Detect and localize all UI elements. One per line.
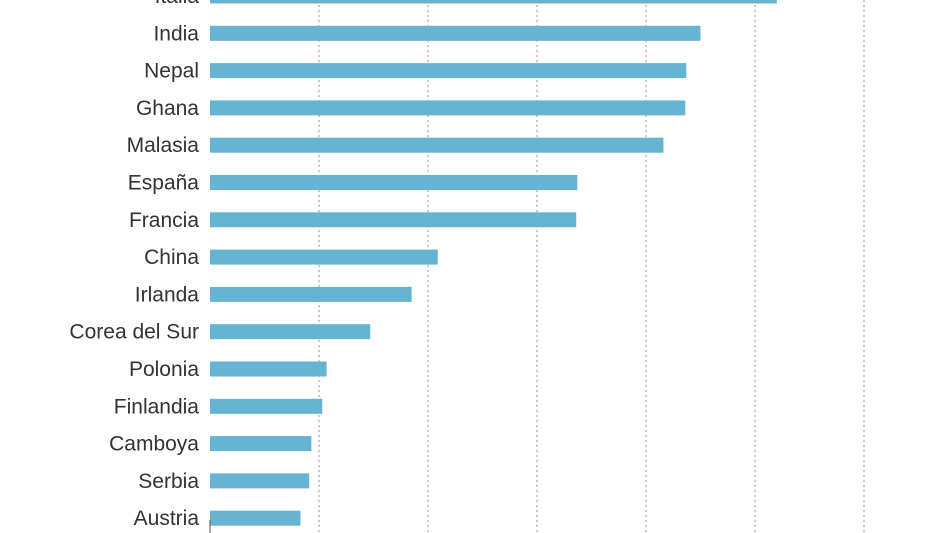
category-label: Irlanda: [135, 283, 200, 306]
category-label: Italia: [155, 0, 200, 8]
category-label: Serbia: [138, 470, 199, 493]
category-label: Polonia: [129, 358, 199, 381]
category-label: India: [153, 22, 199, 45]
category-label: Malasia: [127, 134, 200, 157]
bars: [210, 0, 777, 526]
bar: [210, 361, 327, 377]
bar: [210, 212, 577, 228]
category-label: Francia: [129, 209, 199, 232]
bar: [210, 100, 686, 116]
category-label: España: [128, 172, 200, 195]
bar: [210, 175, 578, 190]
bar: [210, 473, 310, 489]
category-label: Camboya: [109, 433, 199, 456]
gridlines: [318, 0, 865, 533]
bar: [210, 0, 777, 4]
category-label: Nepal: [144, 60, 199, 83]
bar: [210, 249, 438, 265]
bar: [210, 286, 412, 302]
bar: [210, 25, 701, 41]
bar: [210, 137, 664, 153]
category-label: Corea del Sur: [69, 321, 199, 344]
bar: [210, 436, 312, 452]
category-label: China: [144, 246, 199, 269]
bar: [210, 324, 371, 340]
bar: [210, 63, 687, 79]
category-labels: Italia India Nepal Ghana Malasia España Franci…: [69, 0, 199, 530]
category-label: Finlandia: [114, 395, 200, 418]
category-label: Austria: [134, 507, 200, 530]
bar: [210, 510, 301, 526]
category-label: Ghana: [136, 97, 199, 120]
bar: [210, 398, 323, 414]
